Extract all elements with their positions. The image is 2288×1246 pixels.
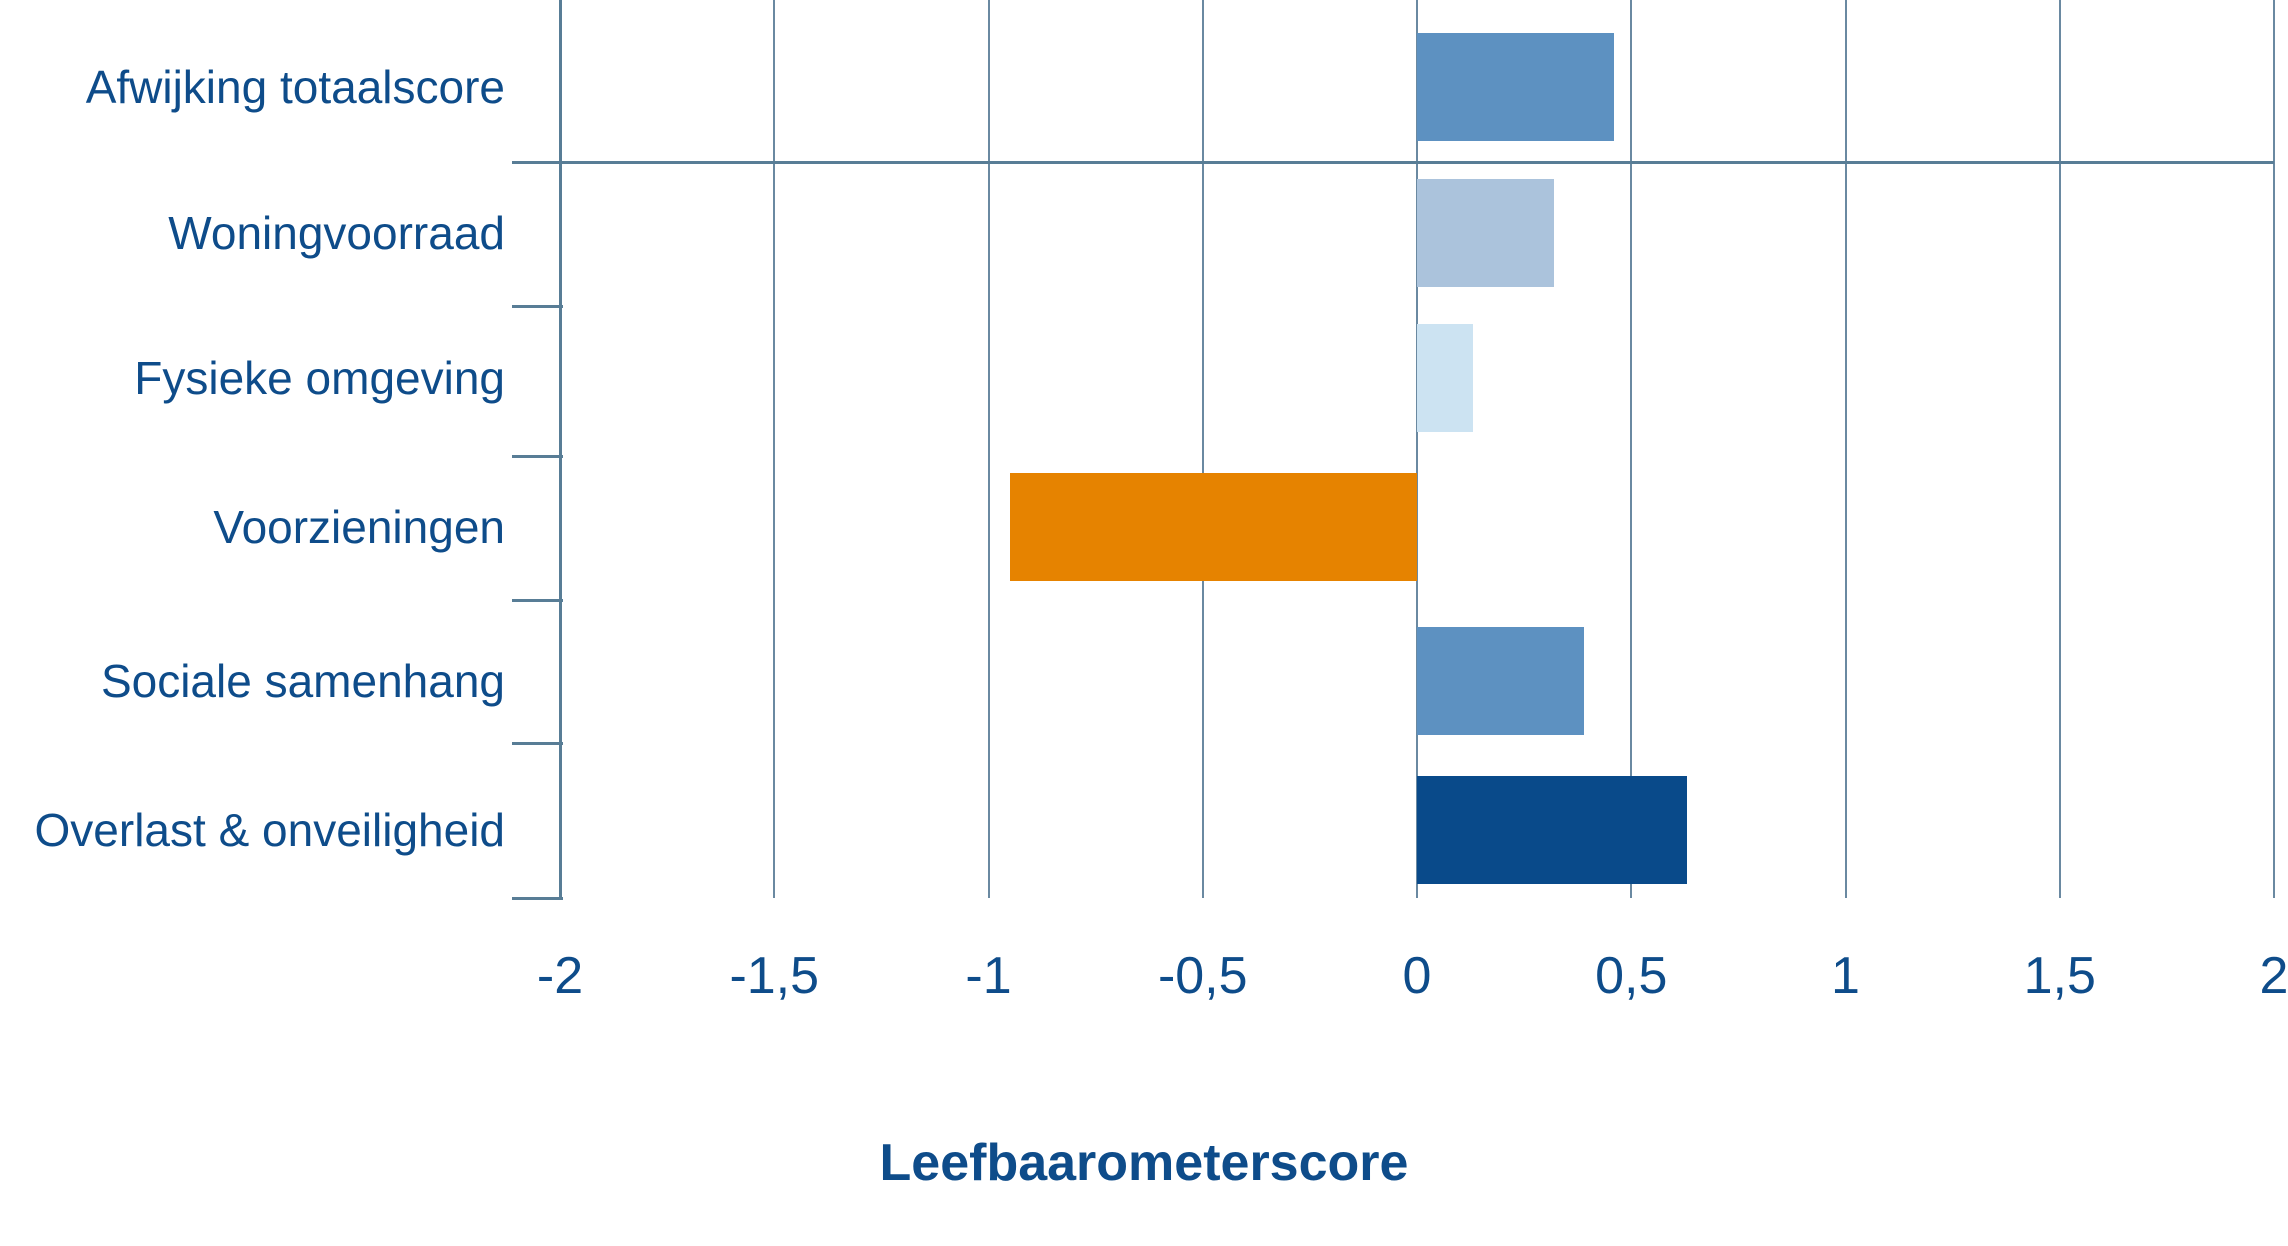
bar-fysieke-omgeving (1417, 324, 1473, 432)
bar-overlast-onveiligheid (1417, 776, 1687, 884)
category-label-overlast-onveiligheid: Overlast & onveiligheid (34, 804, 505, 856)
x-tick-label-2: 2 (2259, 947, 2288, 1005)
bar-voorzieningen (1009, 473, 1417, 581)
x-tick-label-1,5: 1,5 (2023, 947, 2096, 1005)
category-label-sociale-samenhang: Sociale samenhang (100, 655, 505, 707)
category-axis-tick (512, 897, 563, 900)
category-label-woningvoorraad: Woningvoorraad (168, 207, 505, 259)
x-gridline--1,5 (773, 0, 776, 898)
category-label-afwijking-totaalscore: Afwijking totaalscore (85, 61, 505, 113)
bar-afwijking-totaalscore (1417, 33, 1615, 141)
category-axis-tick (512, 742, 563, 745)
x-gridline--0,5 (1201, 0, 1204, 898)
category-axis-line (558, 0, 562, 898)
category-axis-tick (512, 455, 563, 458)
category-axis-tick (512, 599, 563, 602)
x-tick-label-1: 1 (1831, 947, 1860, 1005)
x-tick-label--1,5: -1,5 (729, 947, 820, 1005)
x-gridline-1,5 (2058, 0, 2061, 898)
bar-woningvoorraad (1417, 179, 1555, 287)
x-gridline--1 (987, 0, 990, 898)
x-gridline-2 (2273, 0, 2275, 898)
bar-sociale-samenhang (1417, 627, 1585, 735)
total-separator-line (512, 161, 2274, 164)
x-tick-label-0,5: 0,5 (1595, 947, 1668, 1005)
category-label-fysieke-omgeving: Fysieke omgeving (134, 352, 505, 404)
x-gridline-0 (1416, 0, 1418, 898)
category-label-voorzieningen: Voorzieningen (213, 501, 505, 553)
x-gridline-0,5 (1630, 0, 1633, 898)
x-gridline-1 (1844, 0, 1847, 898)
x-tick-label--1: -1 (965, 947, 1012, 1005)
x-axis-title: Leefbaarometerscore (879, 1134, 1409, 1192)
category-axis-tick (512, 305, 563, 308)
x-tick-label--2: -2 (536, 947, 584, 1005)
x-tick-label--0,5: -0,5 (1157, 947, 1248, 1005)
x-tick-label-0: 0 (1402, 947, 1432, 1005)
